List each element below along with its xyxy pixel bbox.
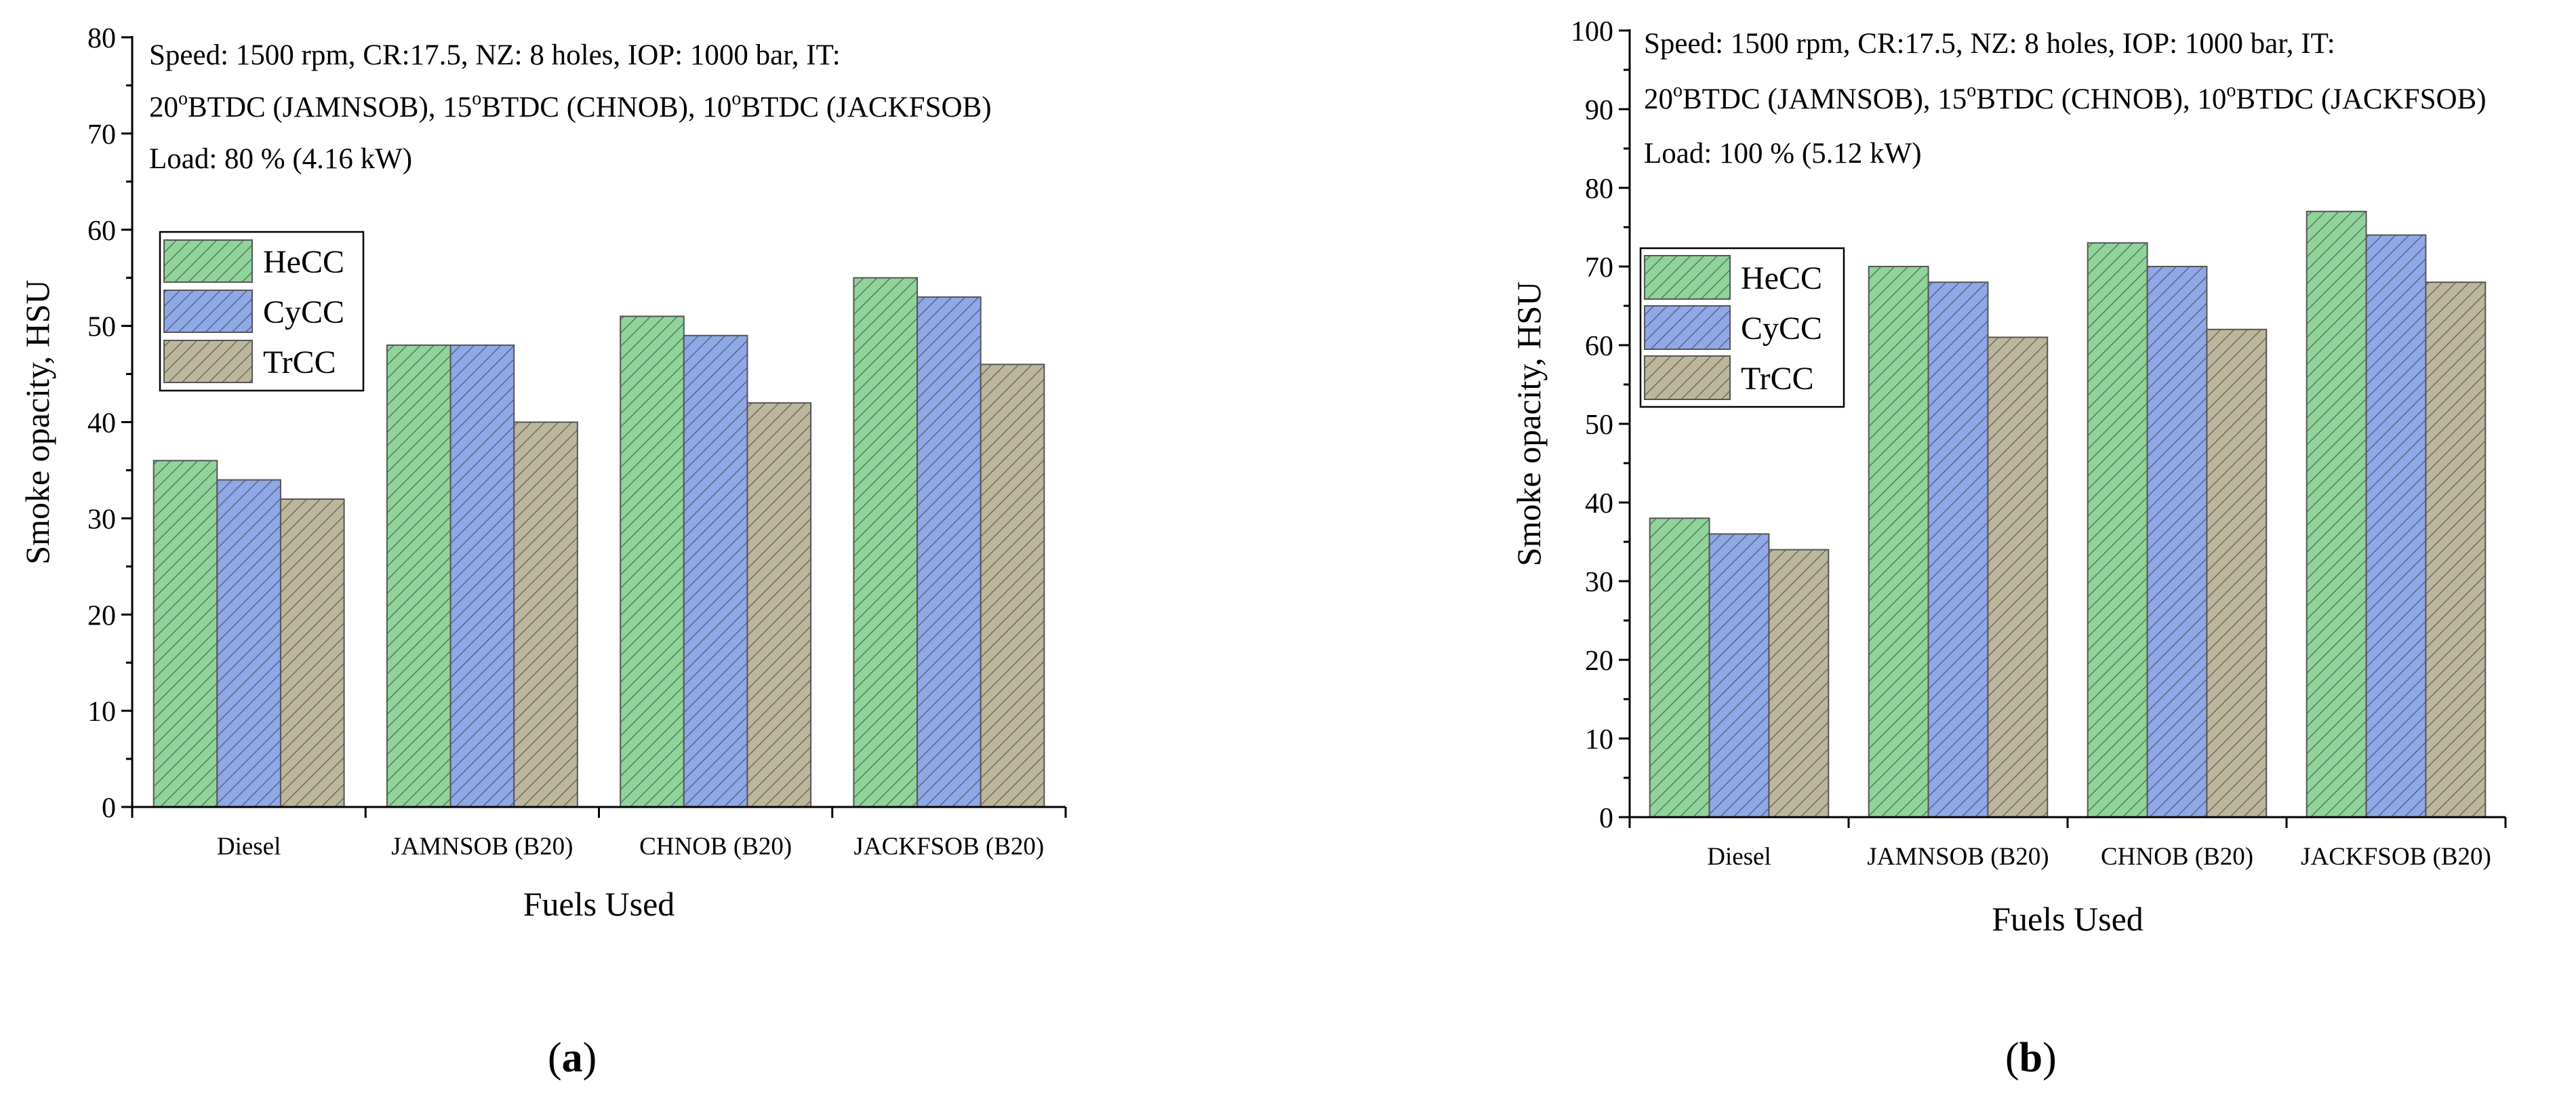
bar-trcc-chnob-b20 (746, 402, 812, 808)
x-axis-title: Fuels Used (523, 885, 675, 923)
y-tick-label: 50 (87, 312, 116, 343)
y-tick-label: 10 (87, 696, 116, 728)
y-tick-label: 100 (1571, 16, 1613, 47)
legend-label-trcc: TrCC (263, 344, 336, 380)
annotation-line-3: Load: 80 % (4.16 kW) (149, 143, 412, 175)
panel-b-letter: b (2019, 1035, 2043, 1081)
y-tick-label: 30 (87, 504, 116, 535)
bar-cycc-chnob-b20 (683, 334, 748, 808)
bar-hecc-diesel (1649, 517, 1710, 818)
bar-trcc-diesel (1768, 549, 1830, 818)
y-tick-label: 40 (87, 408, 116, 439)
x-tick-label-jackfsob-b20: JACKFSOB (B20) (854, 833, 1045, 861)
legend-swatch-cycc (1644, 305, 1731, 350)
legend-label-cycc: CyCC (1741, 311, 1822, 347)
y-tick-label: 0 (102, 793, 116, 824)
legend-swatch-trcc (163, 340, 253, 383)
bar-cycc-chnob-b20 (2146, 266, 2208, 818)
bar-cycc-diesel (216, 479, 281, 808)
panel-b: 0 10 20 30 40 50 60 70 80 90 100 Diesel JAMNSOB (B20… (1288, 0, 2576, 1104)
x-tick-label-chnob-b20: CHNOB (B20) (2101, 843, 2253, 871)
annotation-line-1: Speed: 1500 rpm, CR:17.5, NZ: 8 holes, I… (149, 39, 841, 71)
x-axis-title: Fuels Used (1992, 900, 2144, 938)
y-tick-label: 40 (1585, 488, 1613, 519)
legend-swatch-cycc (163, 290, 253, 333)
y-tick-label: 80 (1585, 174, 1613, 205)
bar-hecc-jamnsob-b20 (386, 344, 451, 808)
legend-swatch-hecc (1644, 255, 1731, 300)
bar-trcc-jamnsob-b20 (1987, 336, 2049, 818)
bar-trcc-jackfsob-b20 (980, 363, 1045, 808)
y-axis-title: Smoke opacity, HSU (18, 279, 56, 564)
legend: HeCC CyCC TrCC (159, 231, 365, 392)
bar-cycc-jamnsob-b20 (449, 344, 515, 808)
y-axis-title: Smoke opacity, HSU (1510, 281, 1548, 566)
bar-trcc-diesel (279, 498, 345, 808)
bar-trcc-jackfsob-b20 (2425, 281, 2487, 818)
chart-a: 0 10 20 30 40 50 60 70 80 Diesel JAMNSOB (B20) CHNO… (18, 23, 1067, 923)
panel-a-label: (a) (548, 1035, 597, 1081)
y-tick-label: 50 (1585, 410, 1613, 441)
bar-trcc-chnob-b20 (2206, 328, 2268, 818)
y-tick-label: 80 (87, 23, 116, 54)
annotation-line-2: 20oBTDC (JAMNSOB), 15oBTDC (CHNOB), 10oB… (1644, 80, 2487, 115)
annotation-line-2: 20oBTDC (JAMNSOB), 15oBTDC (CHNOB), 10oB… (149, 88, 992, 123)
annotation-line-1: Speed: 1500 rpm, CR:17.5, NZ: 8 holes, I… (1644, 28, 2335, 60)
bar-cycc-diesel (1708, 533, 1770, 819)
x-tick-label-diesel: Diesel (217, 833, 281, 861)
legend-swatch-trcc (1644, 355, 1731, 400)
y-tick-label: 70 (1585, 252, 1613, 283)
bar-cycc-jackfsob-b20 (917, 296, 982, 808)
chart-b: 0 10 20 30 40 50 60 70 80 90 100 Diesel JAMNSOB (B20… (1510, 16, 2507, 938)
legend-label-hecc: HeCC (1741, 260, 1822, 296)
y-tick-label: 60 (87, 216, 116, 247)
x-tick-label-diesel: Diesel (1707, 843, 1771, 871)
y-tick-label: 30 (1585, 567, 1613, 598)
legend-label-trcc: TrCC (1741, 361, 1814, 397)
x-tick-label-jackfsob-b20: JACKFSOB (B20) (2301, 843, 2491, 871)
bar-hecc-chnob-b20 (620, 315, 685, 808)
x-tick-label-chnob-b20: CHNOB (B20) (639, 833, 792, 861)
x-tick-label-jamnsob-b20: JAMNSOB (B20) (391, 833, 573, 861)
y-tick-label: 70 (87, 119, 116, 151)
annotation-line-3: Load: 100 % (5.12 kW) (1644, 138, 1922, 170)
bar-trcc-jamnsob-b20 (513, 421, 578, 808)
y-tick-label: 90 (1585, 95, 1613, 126)
panel-a-letter: a (561, 1035, 583, 1081)
y-tick-label: 20 (87, 600, 116, 631)
legend-label-cycc: CyCC (263, 294, 344, 330)
bars (153, 277, 1045, 808)
y-tick-label: 10 (1585, 724, 1613, 755)
bar-hecc-jamnsob-b20 (1868, 266, 1929, 818)
bar-cycc-jamnsob-b20 (1927, 281, 1989, 818)
bar-hecc-chnob-b20 (2087, 242, 2148, 818)
legend-swatch-hecc (163, 239, 253, 283)
bar-hecc-diesel (153, 460, 218, 808)
legend-label-hecc: HeCC (263, 244, 344, 280)
y-tick-label: 20 (1585, 646, 1613, 677)
y-tick-label: 0 (1599, 803, 1613, 834)
x-tick-label-jamnsob-b20: JAMNSOB (B20) (1867, 843, 2049, 871)
bar-hecc-jackfsob-b20 (2306, 210, 2367, 818)
panel-a: 0 10 20 30 40 50 60 70 80 Diesel JAMNSOB (B20) CHNO… (18, 23, 1067, 1081)
panel-b-label: (b) (2005, 1035, 2057, 1081)
bar-hecc-jackfsob-b20 (853, 277, 919, 808)
y-tick-label: 60 (1585, 331, 1613, 362)
legend: HeCC CyCC TrCC (1639, 247, 1845, 408)
bar-cycc-jackfsob-b20 (2365, 234, 2427, 819)
